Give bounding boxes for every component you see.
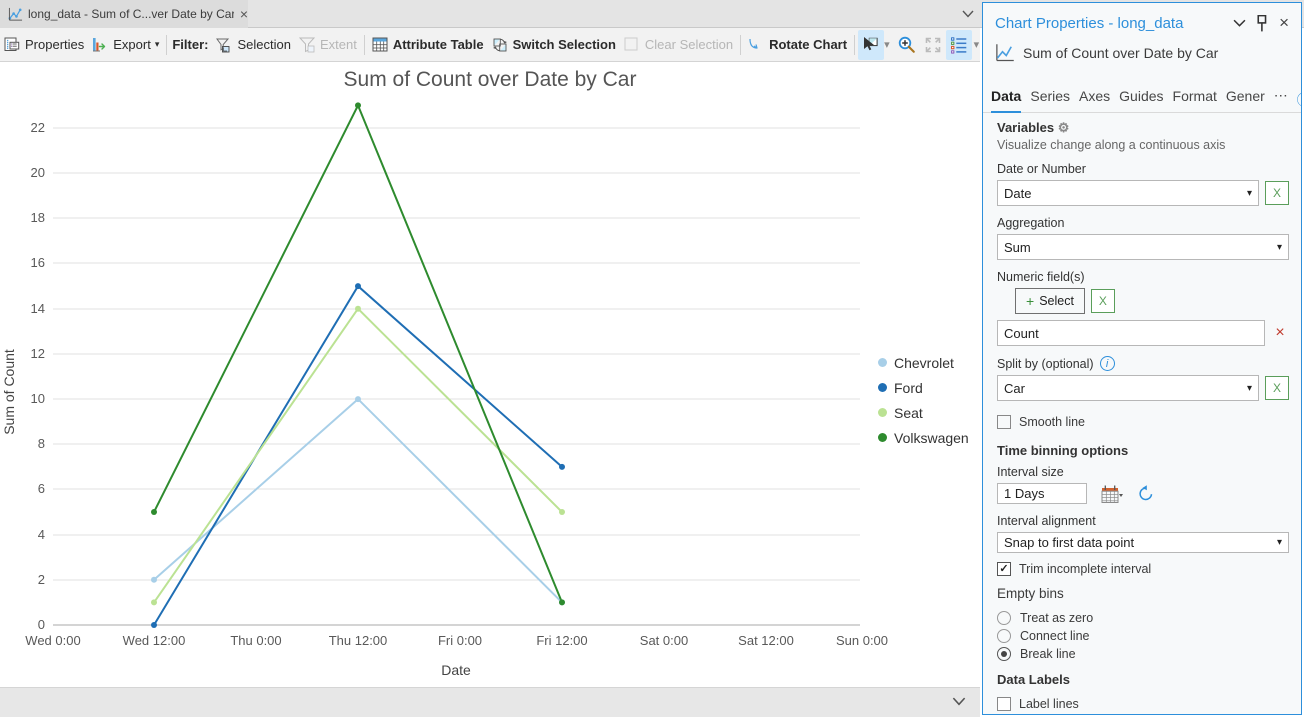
svg-text:20: 20	[31, 165, 45, 180]
svg-text:14: 14	[31, 301, 45, 316]
svg-text:0: 0	[38, 617, 45, 632]
svg-text:4: 4	[38, 527, 45, 542]
svg-text:12: 12	[31, 346, 45, 361]
svg-text:Thu 0:00: Thu 0:00	[230, 633, 281, 648]
svg-text:Sum of Count: Sum of Count	[1, 349, 17, 435]
svg-text:Wed 12:00: Wed 12:00	[123, 633, 186, 648]
svg-text:Wed 0:00: Wed 0:00	[25, 633, 80, 648]
svg-text:Sun 0:00: Sun 0:00	[836, 633, 888, 648]
svg-text:Thu 12:00: Thu 12:00	[329, 633, 388, 648]
svg-text:22: 22	[31, 120, 45, 135]
svg-text:Sat 0:00: Sat 0:00	[640, 633, 688, 648]
svg-text:Date: Date	[441, 662, 471, 678]
svg-text:8: 8	[38, 436, 45, 451]
svg-text:6: 6	[38, 481, 45, 496]
svg-text:Fri 12:00: Fri 12:00	[536, 633, 587, 648]
svg-text:Sat 12:00: Sat 12:00	[738, 633, 794, 648]
svg-text:10: 10	[31, 391, 45, 406]
svg-text:18: 18	[31, 210, 45, 225]
svg-text:2: 2	[38, 572, 45, 587]
svg-text:Fri 0:00: Fri 0:00	[438, 633, 482, 648]
svg-text:16: 16	[31, 255, 45, 270]
